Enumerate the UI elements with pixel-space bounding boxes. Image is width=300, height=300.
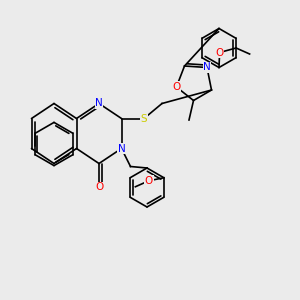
Text: O: O — [145, 176, 153, 186]
Text: O: O — [95, 182, 103, 193]
Text: O: O — [172, 82, 181, 92]
Text: O: O — [215, 47, 224, 58]
Text: N: N — [95, 98, 103, 109]
Text: N: N — [203, 62, 211, 73]
Text: S: S — [141, 113, 147, 124]
Text: N: N — [118, 143, 125, 154]
